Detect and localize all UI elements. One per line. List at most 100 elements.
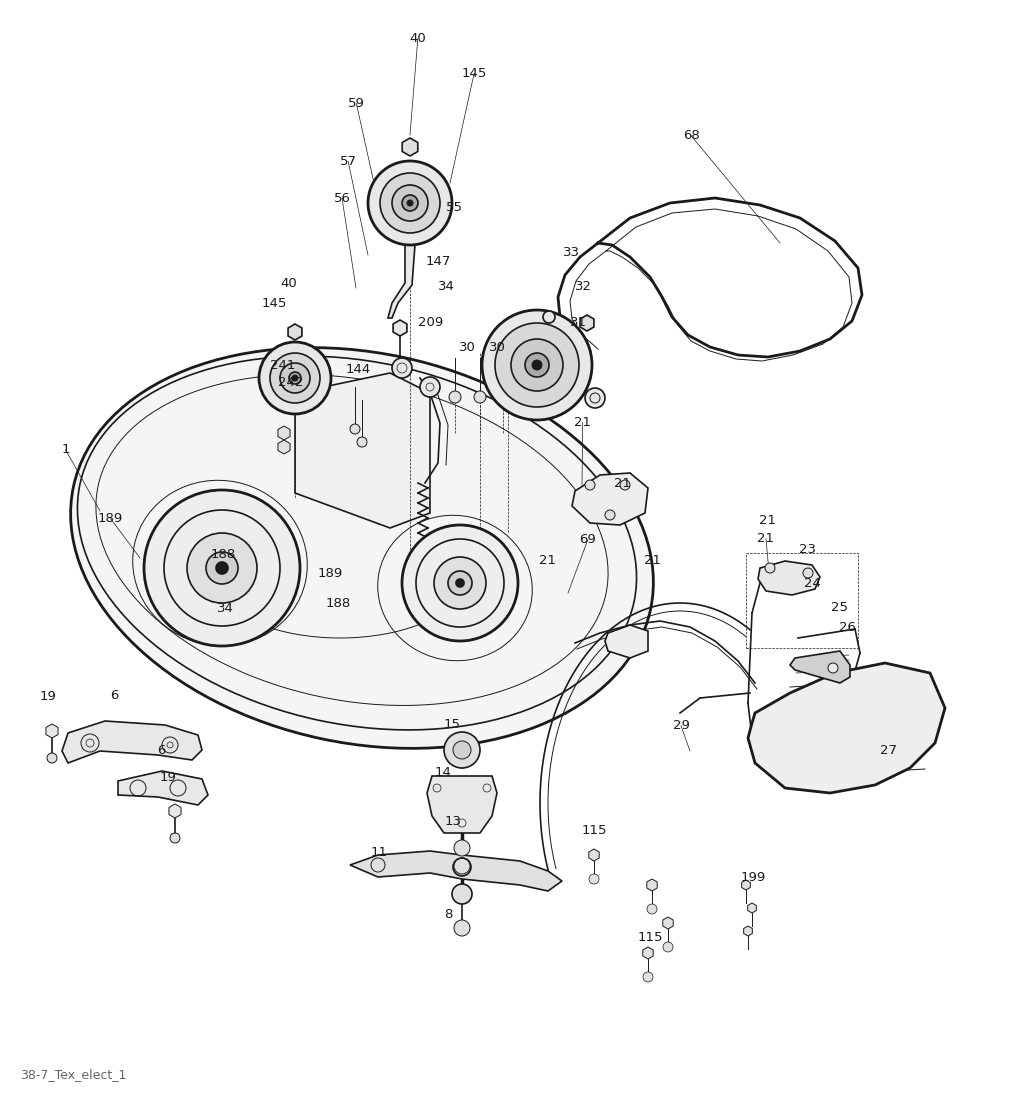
Polygon shape <box>393 321 407 336</box>
Text: 145: 145 <box>462 67 486 80</box>
Polygon shape <box>647 879 657 892</box>
Text: 40: 40 <box>281 277 297 290</box>
Text: 115: 115 <box>638 930 663 944</box>
Circle shape <box>620 480 630 490</box>
Text: 115: 115 <box>582 824 606 837</box>
Text: 21: 21 <box>758 532 774 545</box>
Text: 21: 21 <box>760 514 776 528</box>
Polygon shape <box>46 723 58 738</box>
Text: 34: 34 <box>217 602 233 615</box>
Circle shape <box>454 840 470 856</box>
Circle shape <box>497 391 509 403</box>
Circle shape <box>511 339 563 391</box>
Polygon shape <box>663 917 673 929</box>
Circle shape <box>216 562 228 574</box>
Text: 241: 241 <box>270 358 295 372</box>
Text: 189: 189 <box>98 512 123 525</box>
Circle shape <box>270 353 319 403</box>
Circle shape <box>828 663 838 673</box>
Text: 11: 11 <box>371 846 387 859</box>
Polygon shape <box>350 851 562 892</box>
Circle shape <box>454 858 470 874</box>
Polygon shape <box>427 776 497 833</box>
Text: 55: 55 <box>446 200 463 214</box>
Circle shape <box>495 323 579 407</box>
Text: 32: 32 <box>575 279 592 293</box>
Polygon shape <box>758 561 820 595</box>
Circle shape <box>454 920 470 936</box>
Circle shape <box>585 388 605 408</box>
Circle shape <box>474 391 486 403</box>
Circle shape <box>144 490 300 646</box>
Text: 21: 21 <box>574 416 591 430</box>
Circle shape <box>206 552 238 584</box>
Text: 30: 30 <box>459 341 475 354</box>
Text: 19: 19 <box>160 771 176 785</box>
Circle shape <box>765 563 775 573</box>
Circle shape <box>525 353 549 377</box>
Circle shape <box>647 904 657 914</box>
Circle shape <box>259 342 331 414</box>
Polygon shape <box>388 245 415 318</box>
Circle shape <box>380 173 440 233</box>
Polygon shape <box>278 426 290 440</box>
Polygon shape <box>589 849 599 861</box>
Circle shape <box>589 874 599 884</box>
Circle shape <box>803 568 813 578</box>
Text: 21: 21 <box>540 554 556 568</box>
Circle shape <box>482 311 592 420</box>
Text: 15: 15 <box>443 718 460 731</box>
Circle shape <box>420 377 440 397</box>
Circle shape <box>402 525 518 641</box>
Circle shape <box>402 195 418 211</box>
Polygon shape <box>62 721 202 764</box>
Polygon shape <box>118 771 208 805</box>
Text: 6: 6 <box>111 689 119 702</box>
Text: 56: 56 <box>334 191 350 205</box>
Polygon shape <box>643 947 653 959</box>
Text: 33: 33 <box>563 246 580 259</box>
Text: 188: 188 <box>326 597 350 610</box>
Circle shape <box>434 556 486 609</box>
Text: 38-7_Tex_elect_1: 38-7_Tex_elect_1 <box>20 1068 126 1082</box>
Polygon shape <box>580 315 594 331</box>
Text: 29: 29 <box>673 719 689 732</box>
Text: 14: 14 <box>435 766 452 779</box>
Circle shape <box>187 533 257 603</box>
Text: 199: 199 <box>741 870 766 884</box>
Text: 23: 23 <box>800 543 816 556</box>
Circle shape <box>543 311 555 323</box>
Circle shape <box>532 359 542 370</box>
Ellipse shape <box>71 347 653 748</box>
Text: 34: 34 <box>438 279 455 293</box>
Circle shape <box>456 579 464 587</box>
Text: 26: 26 <box>840 621 856 634</box>
Polygon shape <box>743 926 753 936</box>
Text: 19: 19 <box>40 690 56 703</box>
Text: 21: 21 <box>614 476 631 490</box>
Text: 242: 242 <box>279 376 303 390</box>
Text: 144: 144 <box>346 363 371 376</box>
Polygon shape <box>748 903 757 913</box>
Text: 57: 57 <box>340 155 356 168</box>
Text: 21: 21 <box>644 554 660 568</box>
Polygon shape <box>572 473 648 525</box>
Text: 147: 147 <box>426 255 451 268</box>
Text: 6: 6 <box>158 743 166 757</box>
Circle shape <box>452 884 472 904</box>
Circle shape <box>663 942 673 952</box>
Text: 59: 59 <box>348 97 365 110</box>
Polygon shape <box>278 440 290 454</box>
Circle shape <box>292 375 298 381</box>
Text: 8: 8 <box>444 908 453 922</box>
Circle shape <box>605 510 615 520</box>
Circle shape <box>280 363 310 393</box>
Polygon shape <box>402 138 418 156</box>
Polygon shape <box>288 324 302 339</box>
Circle shape <box>350 424 360 434</box>
Circle shape <box>449 391 461 403</box>
Circle shape <box>585 480 595 490</box>
Circle shape <box>392 358 412 378</box>
Polygon shape <box>295 373 430 528</box>
Text: 40: 40 <box>410 32 426 46</box>
